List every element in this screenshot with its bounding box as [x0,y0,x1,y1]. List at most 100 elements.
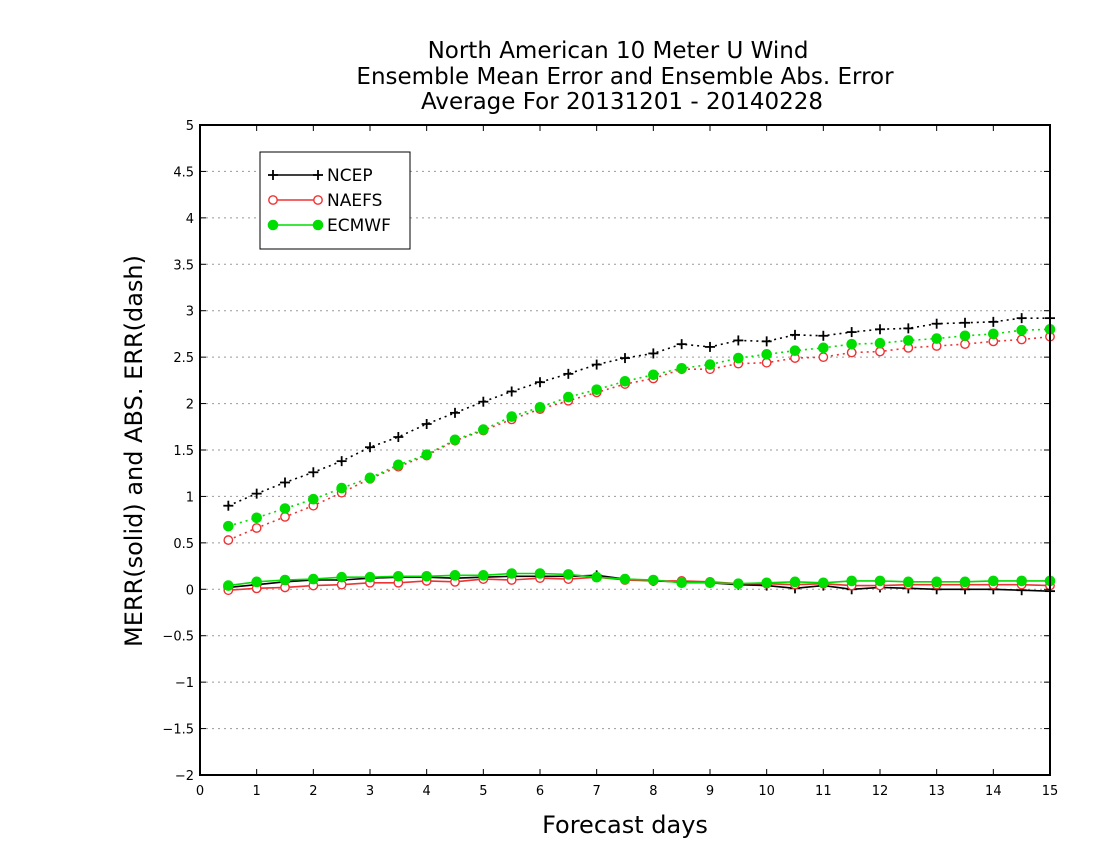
ecmwf-abs-error-point [534,401,546,413]
legend-marker-left-naefs [268,195,278,205]
ncep-abs-error-point [761,336,772,347]
legend-label-ecmwf: ECMWF [327,216,391,236]
ncep-abs-error-point [875,324,885,335]
ncep-abs-error-point [818,330,829,341]
data-layer [223,313,1056,597]
ncep-abs-error-point [251,488,262,499]
y-tick-label: 1.5 [173,444,194,459]
ecmwf-mean-error-point [988,575,999,587]
legend-marker-right-ncep [313,170,323,180]
y-tick-label: −2 [175,769,194,784]
naefs-abs-error-point [1016,334,1027,345]
ecmwf-mean-error-point [704,577,716,589]
x-tick-label: 2 [309,784,317,799]
chart-title: North American 10 Meter U Wind Ensemble … [356,38,894,115]
ecmwf-mean-error-point [563,569,574,580]
ecmwf-abs-error-point [874,337,886,349]
x-tick-label: 10 [758,784,775,799]
x-tick-label: 0 [196,784,204,799]
ecmwf-abs-error-point [959,330,971,342]
x-tick-label: 14 [985,784,1002,799]
y-tick-label: 2.5 [173,351,194,366]
y-tick-label: 4 [186,212,194,227]
title-line-2: Ensemble Mean Error and Ensemble Abs. Er… [356,64,894,90]
ecmwf-mean-error-point [931,576,942,588]
x-tick-label: 7 [593,784,601,799]
ecmwf-mean-error-point [1016,575,1027,587]
y-tick-label: 0.5 [173,537,194,552]
ecmwf-abs-error-point [676,362,687,374]
ecmwf-mean-error-point [223,580,234,591]
y-tick-label: 3.5 [173,258,194,273]
ecmwf-abs-error-point [591,384,602,395]
ecmwf-abs-error-point [988,328,999,340]
naefs-abs-error-line [228,335,1051,541]
ncep-abs-error-point [960,317,970,328]
naefs-abs-error-point [223,535,234,545]
y-tick-label: 1 [186,490,194,505]
x-tick-label: 4 [423,784,431,799]
ncep-abs-error-point [648,348,659,359]
ecmwf-mean-error-point [648,574,659,586]
ncep-abs-error-point [393,432,404,442]
y-tick-label: 2 [186,398,194,413]
ncep-abs-error-point [223,500,234,511]
ecmwf-mean-error-point [959,576,971,588]
ecmwf-mean-error-point [336,571,347,583]
ecmwf-mean-error-point [874,575,886,587]
tick-layer: −2−1.5−1−0.500.511.522.533.544.550 1 2 3 4 5 6… [162,119,1058,799]
ncep-abs-error-point [450,407,460,418]
legend-marker-left-ecmwf [267,219,279,231]
ncep-abs-error-point [421,419,432,429]
y-tick-label: −0.5 [162,630,194,645]
ncep-abs-error-point [563,368,574,379]
ecmwf-mean-error-point [478,570,489,581]
x-axis-label: Forecast days [542,811,708,839]
ecmwf-mean-error-point [506,568,517,579]
ncep-abs-error-point [336,456,347,467]
y-axis-label: MERR(solid) and ABS. ERR(dash) [120,255,148,647]
ecmwf-abs-error-point [223,520,234,532]
ecmwf-abs-error-point [619,375,631,387]
legend-entry-ncep: NCEP [268,166,373,186]
naefs-abs-error-point [875,346,885,357]
ecmwf-mean-error-point [818,577,829,589]
ecmwf-abs-error-point [648,369,659,381]
y-tick-label: 0 [186,583,194,598]
legend-entries: NCEP NAEFS ECMWF [267,166,391,236]
ecmwf-abs-error-point [449,434,461,446]
ecmwf-mean-error-point [279,574,291,586]
ncep-abs-error-point [846,327,857,338]
ecmwf-mean-error-point [449,570,461,581]
ecmwf-abs-error-point [421,449,432,460]
y-tick-label: −1 [175,676,194,691]
ecmwf-abs-error-point [903,335,914,346]
ecmwf-abs-error-point [393,459,404,471]
ncep-abs-error-point [1016,313,1027,324]
legend-entry-naefs: NAEFS [268,191,382,211]
ecmwf-abs-error-point [846,338,857,350]
ecmwf-abs-error-point [818,342,829,354]
y-tick-label: −1.5 [162,723,194,738]
title-line-3: Average For 20131201 - 20140228 [421,89,823,115]
x-tick-label: 9 [706,784,714,799]
legend-marker-left-ncep [268,170,278,180]
naefs-abs-error-point [280,511,290,522]
ecmwf-abs-error-point [478,424,489,435]
title-line-1: North American 10 Meter U Wind [428,38,809,64]
ecmwf-abs-error-point [251,512,262,524]
ncep-abs-error-point [308,467,319,478]
ecmwf-mean-error-point [591,571,602,583]
ecmwf-abs-error-point [733,352,744,364]
ecmwf-abs-error-point [308,493,319,505]
y-tick-label: 3 [186,305,194,320]
ecmwf-abs-error-point [506,411,517,422]
ecmwf-mean-error-point [421,570,432,582]
ncep-abs-error-point [365,442,375,453]
ncep-abs-error-point [705,341,715,352]
naefs-abs-error-point [251,523,262,533]
x-tick-label: 13 [928,784,945,799]
ncep-abs-error-point [931,318,942,329]
ecmwf-mean-error-point [733,578,744,590]
